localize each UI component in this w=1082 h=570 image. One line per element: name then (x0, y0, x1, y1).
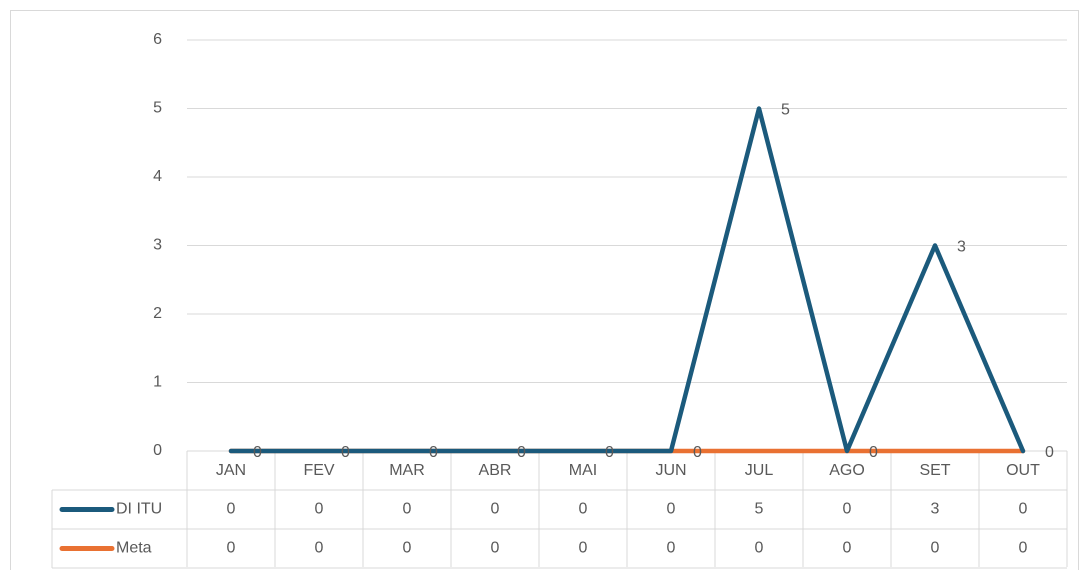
legend-label: Meta (116, 540, 152, 557)
x-tick-label: JAN (216, 462, 246, 479)
table-value: 0 (1019, 540, 1028, 557)
data-label: 0 (605, 444, 614, 461)
y-tick-label: 2 (153, 305, 162, 322)
data-label: 3 (957, 239, 966, 256)
x-tick-label: MAR (389, 462, 425, 479)
table-value: 0 (227, 501, 236, 518)
legend-label: DI ITU (116, 501, 162, 518)
data-label: 0 (693, 444, 702, 461)
table-value: 0 (667, 540, 676, 557)
x-tick-label: JUN (655, 462, 686, 479)
data-label: 0 (869, 444, 878, 461)
table-value: 0 (579, 501, 588, 518)
x-tick-label: JUL (745, 462, 774, 479)
table-value: 0 (403, 540, 412, 557)
table-value: 0 (931, 540, 940, 557)
y-tick-label: 5 (153, 100, 162, 117)
table-value: 0 (755, 540, 764, 557)
table-value: 0 (491, 501, 500, 518)
table-value: 0 (227, 540, 236, 557)
x-tick-label: ABR (479, 462, 512, 479)
y-tick-label: 1 (153, 374, 162, 391)
table-value: 0 (843, 540, 852, 557)
table-value: 5 (755, 501, 764, 518)
table-value: 3 (931, 501, 940, 518)
table-value: 0 (1019, 501, 1028, 518)
y-tick-label: 3 (153, 237, 162, 254)
data-label: 0 (1045, 444, 1054, 461)
data-label: 0 (253, 444, 262, 461)
table-value: 0 (579, 540, 588, 557)
table-value: 0 (403, 501, 412, 518)
x-tick-label: SET (919, 462, 950, 479)
data-label: 5 (781, 102, 790, 119)
table-value: 0 (315, 540, 324, 557)
y-tick-label: 0 (153, 442, 162, 459)
x-tick-label: OUT (1006, 462, 1040, 479)
table-value: 0 (491, 540, 500, 557)
x-tick-label: AGO (829, 462, 865, 479)
table-value: 0 (667, 501, 676, 518)
y-tick-label: 4 (153, 168, 162, 185)
x-tick-label: MAI (569, 462, 597, 479)
table-value: 0 (843, 501, 852, 518)
y-tick-label: 6 (153, 31, 162, 48)
series-line (228, 106, 1026, 454)
x-tick-label: FEV (303, 462, 334, 479)
chart-border (10, 10, 1079, 570)
data-label: 0 (429, 444, 438, 461)
table-value: 0 (315, 501, 324, 518)
data-label: 0 (517, 444, 526, 461)
data-label: 0 (341, 444, 350, 461)
